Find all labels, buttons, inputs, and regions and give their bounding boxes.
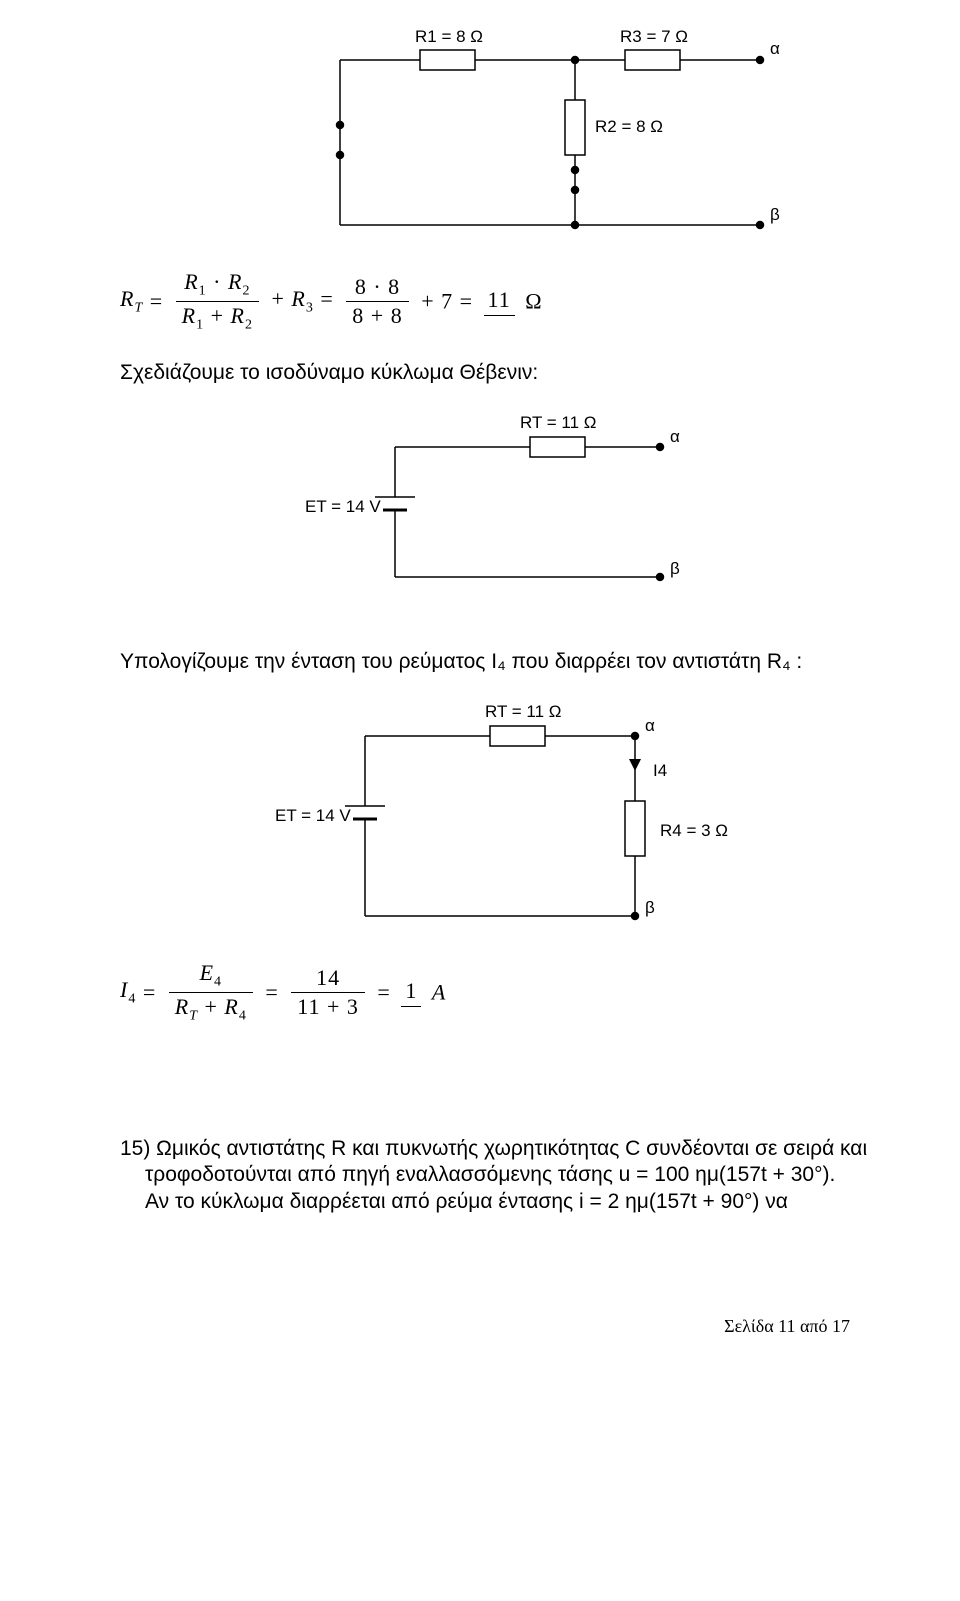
equation-i4: I4 = E4 RT + R4 = 14 11 + 3 = 1 A xyxy=(120,961,870,1024)
svg-text:R3 = 7 Ω: R3 = 7 Ω xyxy=(620,30,688,46)
svg-text:R4 = 3 Ω: R4 = 3 Ω xyxy=(660,821,728,840)
problem-15-line3: Αν το κύκλωμα διαρρέεται από ρεύμα έντασ… xyxy=(145,1187,870,1216)
beta-label: β xyxy=(770,205,780,224)
r1-label: R1 = 8 Ω xyxy=(415,30,483,46)
alpha-label-3: α xyxy=(645,716,655,735)
svg-text:RT = 11 Ω: RT = 11 Ω xyxy=(520,413,597,432)
r3-label: R3 = 7 Ω xyxy=(620,30,688,46)
alpha-label: α xyxy=(770,39,780,58)
beta-label-2: β xyxy=(670,559,680,578)
text-calc-i4: Υπολογίζουμε την ένταση του ρεύματος I₄ … xyxy=(120,647,870,676)
svg-text:ET = 14 V: ET = 14 V xyxy=(305,497,381,516)
problem-15-line1: 15) Ωμικός αντιστάτης R και πυκνωτής χωρ… xyxy=(120,1134,870,1163)
et-label-3: ET = 14 V xyxy=(275,806,351,825)
rt-label: RT = 11 Ω xyxy=(520,413,597,432)
svg-text:R2 = 8 Ω: R2 = 8 Ω xyxy=(595,117,663,136)
circuit-1: R1 = 8 Ω R3 = 7 Ω R2 = 8 Ω α β xyxy=(200,30,870,250)
alpha-label-2: α xyxy=(670,427,680,446)
r2-label: R2 = 8 Ω xyxy=(595,117,663,136)
problem-15-line2: τροφοδοτούνται από πηγή εναλλασσόμενης τ… xyxy=(145,1160,870,1189)
svg-text:ET = 14 V: ET = 14 V xyxy=(275,806,351,825)
circuit-2: RT = 11 Ω ET = 14 V α β xyxy=(160,402,870,622)
svg-text:R1 = 8 Ω: R1 = 8 Ω xyxy=(415,30,483,46)
rt-label-3: RT = 11 Ω xyxy=(485,702,562,721)
beta-label-3: β xyxy=(645,898,655,917)
text-thevenin: Σχεδιάζουμε το ισοδύναμο κύκλωμα Θέβενιν… xyxy=(120,358,870,387)
equation-rt: RT = R1 · R2 R1 + R2 + R3 = 8 · 8 8 + 8 … xyxy=(120,270,870,333)
et-label: ET = 14 V xyxy=(305,497,381,516)
r4-label: R4 = 3 Ω xyxy=(660,821,728,840)
svg-text:I4: I4 xyxy=(653,761,667,780)
circuit-3: RT = 11 Ω ET = 14 V I4 R4 = 3 Ω α β xyxy=(180,691,870,951)
svg-text:RT = 11 Ω: RT = 11 Ω xyxy=(485,702,562,721)
page-footer: Σελίδα 11 από 17 xyxy=(120,1316,870,1337)
i4-label: I4 xyxy=(653,761,667,780)
